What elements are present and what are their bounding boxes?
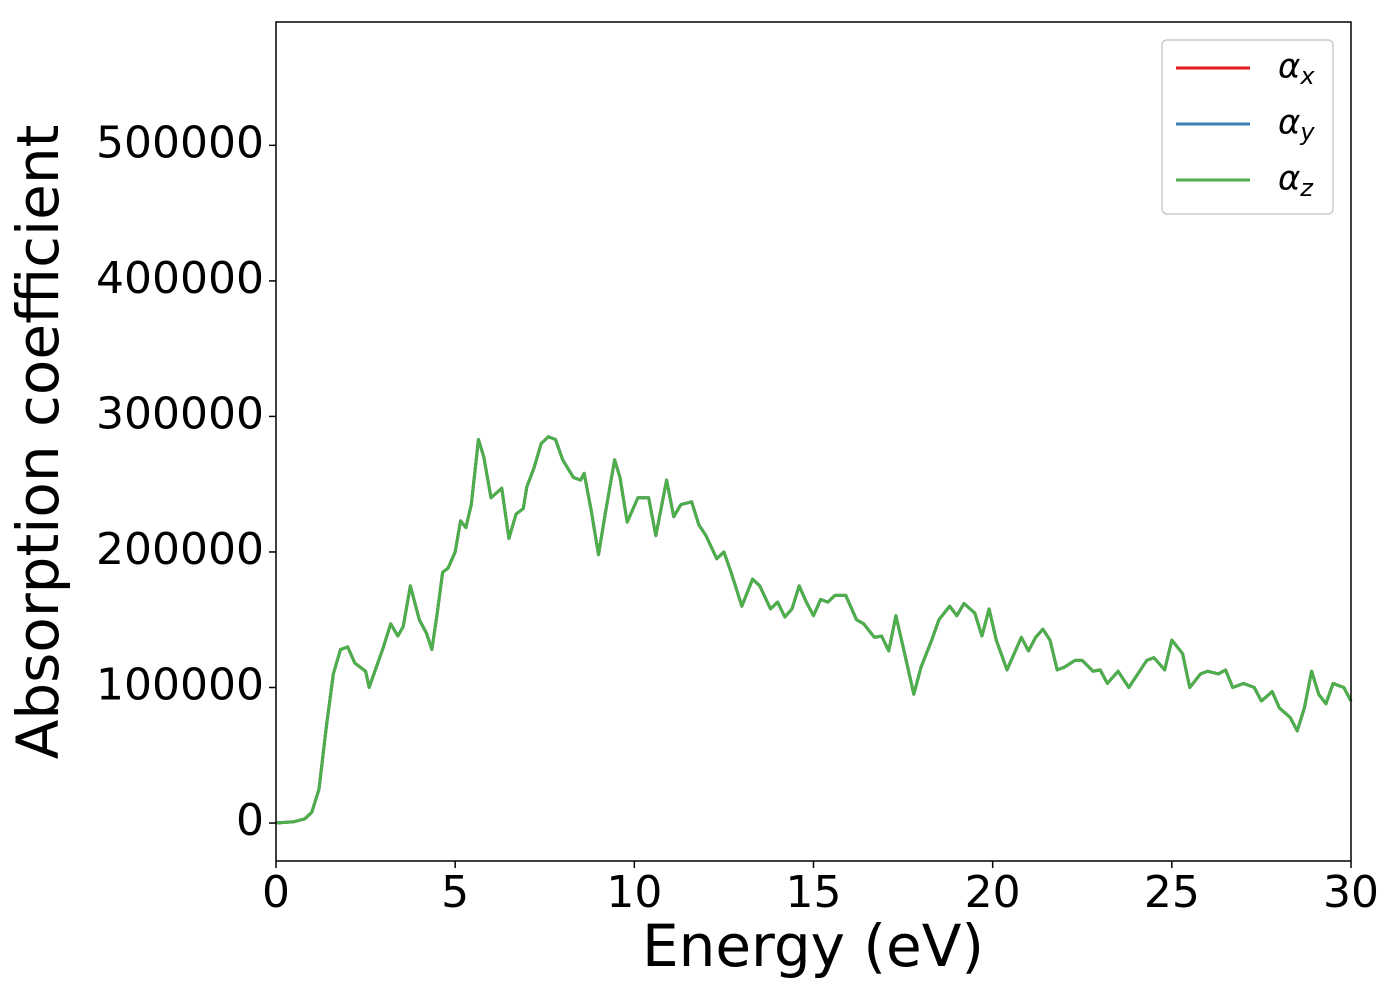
data-line [275, 435, 1353, 825]
x-tick-label: 0 [262, 867, 290, 918]
y-axis-label: Absorption coefficient [4, 125, 72, 760]
y-tick-label: 100000 [96, 660, 264, 711]
x-tick-label: 10 [606, 867, 662, 918]
y-tick-label: 300000 [96, 388, 264, 439]
x-tick-label: 30 [1323, 867, 1379, 918]
data-line [275, 435, 1353, 825]
legend-box [1161, 39, 1334, 215]
y-tick-label: 0 [236, 795, 264, 846]
x-tick-label: 15 [786, 867, 842, 918]
data-line [275, 435, 1353, 825]
legend-label: αz [1278, 159, 1314, 203]
y-tick-label: 200000 [96, 524, 264, 575]
x-tick-label: 20 [965, 867, 1021, 918]
x-tick-label: 25 [1144, 867, 1200, 918]
x-tick-label: 5 [441, 867, 469, 918]
x-axis-label: Energy (eV) [642, 912, 984, 980]
y-tick-label: 500000 [96, 117, 264, 168]
plot-frame [275, 21, 1352, 862]
y-tick-label: 400000 [96, 253, 264, 304]
